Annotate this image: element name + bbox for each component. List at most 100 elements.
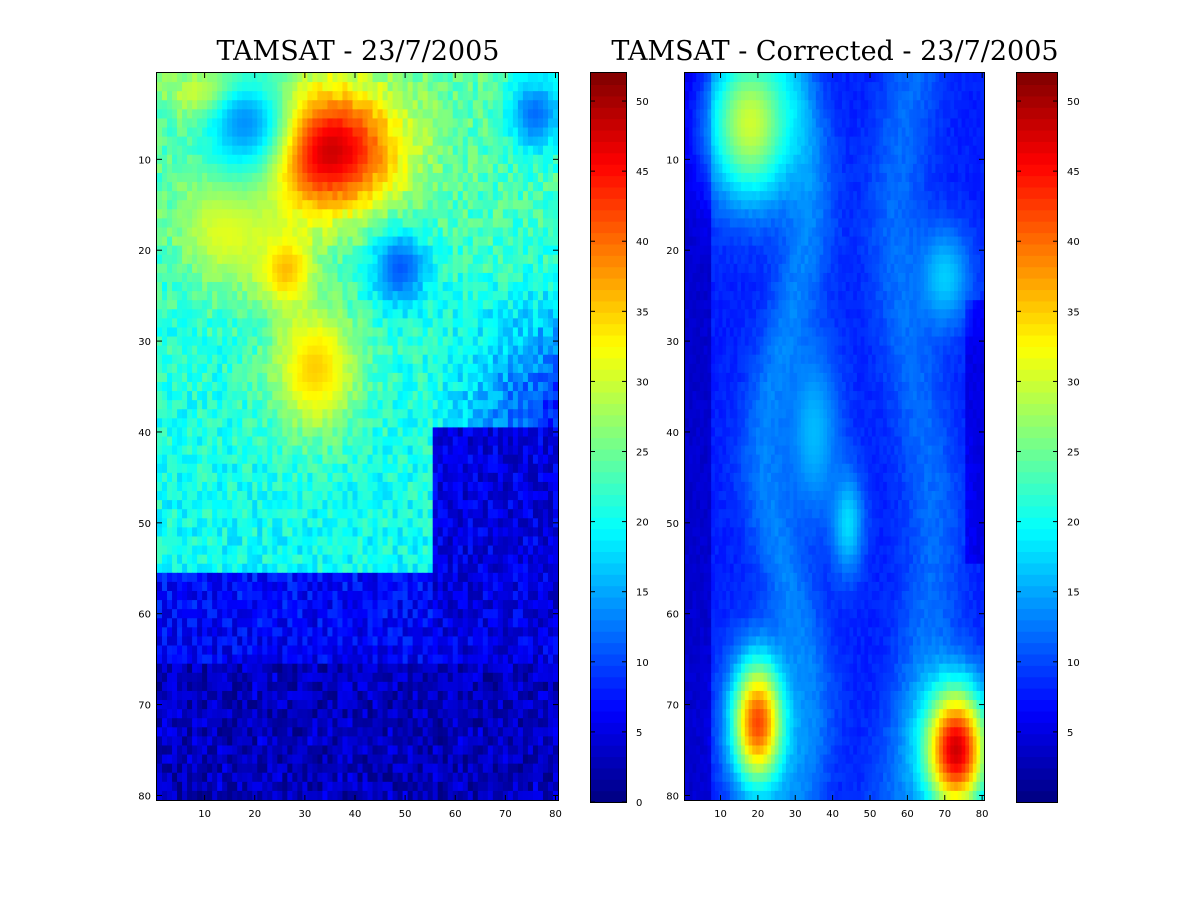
heatmap-cell [547, 73, 554, 83]
heatmap-cell [287, 154, 293, 165]
heatmap-cell [272, 500, 278, 510]
heatmap-cell [247, 236, 253, 247]
heatmap-cell [322, 500, 329, 510]
heatmap-cell [332, 127, 339, 138]
heatmap-cell [472, 91, 479, 101]
heatmap-cell [472, 354, 479, 365]
heatmap-cell [262, 427, 268, 438]
heatmap-cell [257, 472, 263, 483]
heatmap-cell [352, 381, 359, 392]
heatmap-cell [367, 590, 374, 601]
heatmap-cell [312, 436, 318, 447]
heatmap-cell [297, 100, 303, 110]
heatmap-cell [337, 145, 344, 156]
heatmap-cell [462, 563, 469, 574]
heatmap-cell [292, 381, 298, 392]
heatmap-cell [372, 590, 379, 601]
heatmap-cell [237, 454, 243, 465]
heatmap-cell [332, 391, 339, 401]
heatmap-cell [532, 145, 539, 156]
heatmap-cell [222, 127, 228, 138]
heatmap-cell [402, 254, 409, 265]
heatmap-cell [487, 254, 494, 265]
heatmap-cell [342, 354, 349, 365]
heatmap-cell [482, 400, 489, 410]
heatmap-cell [467, 463, 474, 474]
heatmap-cell [497, 318, 504, 329]
heatmap-cell [232, 600, 238, 610]
heatmap-cell [257, 145, 263, 156]
heatmap-cell [392, 581, 399, 592]
heatmap-cell [372, 400, 379, 410]
heatmap-cell [542, 172, 549, 183]
heatmap-cell [542, 182, 549, 192]
heatmap-cell [522, 345, 529, 356]
heatmap-cell [512, 336, 519, 347]
heatmap-cell [262, 363, 268, 374]
heatmap-cell [252, 627, 258, 638]
heatmap-cell [252, 254, 258, 265]
heatmap-cell [442, 227, 449, 238]
heatmap-cell [227, 509, 233, 519]
heatmap-cell [272, 172, 278, 183]
heatmap-cell [327, 418, 334, 429]
heatmap-cell [347, 91, 354, 101]
heatmap-cell [217, 154, 223, 165]
heatmap-cell [467, 209, 474, 219]
heatmap-cell [222, 618, 228, 628]
heatmap-cell [257, 518, 263, 528]
heatmap-cell [367, 509, 374, 519]
heatmap-cell [357, 372, 364, 383]
heatmap-cell [242, 536, 248, 547]
heatmap-cell [397, 82, 404, 92]
heatmap-cell [237, 291, 243, 301]
heatmap-cell [232, 73, 238, 83]
heatmap-cell [217, 300, 223, 310]
heatmap-cell [482, 127, 489, 138]
heatmap-cell [527, 400, 534, 410]
heatmap-cell [172, 327, 178, 338]
heatmap-cell [272, 254, 278, 265]
heatmap-cell [342, 527, 349, 538]
heatmap-cell [342, 345, 349, 356]
heatmap-cell [462, 154, 469, 165]
heatmap-cell [402, 609, 409, 619]
heatmap-cell [357, 445, 364, 456]
heatmap-cell [542, 73, 549, 83]
heatmap-cell [342, 272, 349, 283]
heatmap-cell [197, 590, 203, 601]
heatmap-cell [197, 145, 203, 156]
heatmap-cell [237, 427, 243, 438]
heatmap-cell [272, 318, 278, 329]
heatmap-cell [522, 481, 529, 492]
heatmap-cell [472, 109, 479, 120]
heatmap-cell [222, 318, 228, 329]
heatmap-cell [162, 182, 168, 192]
heatmap-cell [387, 536, 394, 547]
heatmap-cell [447, 245, 454, 256]
heatmap-cell [402, 500, 409, 510]
heatmap-cell [237, 254, 243, 265]
heatmap-cell [412, 172, 419, 183]
heatmap-cell [297, 400, 303, 410]
heatmap-cell [172, 145, 178, 156]
heatmap-cell [327, 209, 334, 219]
heatmap-cell [237, 545, 243, 556]
heatmap-cell [252, 545, 258, 556]
heatmap-cell [507, 427, 514, 438]
heatmap-cell [247, 172, 253, 183]
heatmap-cell [487, 136, 494, 147]
heatmap-cell [487, 381, 494, 392]
heatmap-cell [192, 163, 198, 174]
heatmap-cell [437, 381, 444, 392]
heatmap-cell [492, 82, 499, 92]
heatmap-cell [487, 418, 494, 429]
heatmap-cell [432, 118, 439, 129]
heatmap-cell [267, 636, 273, 647]
heatmap-cell [472, 291, 479, 301]
heatmap-cell [482, 145, 489, 156]
heatmap-cell [362, 427, 369, 438]
heatmap-cell [157, 300, 163, 310]
heatmap-cell [172, 82, 178, 92]
heatmap-cell [517, 191, 524, 201]
